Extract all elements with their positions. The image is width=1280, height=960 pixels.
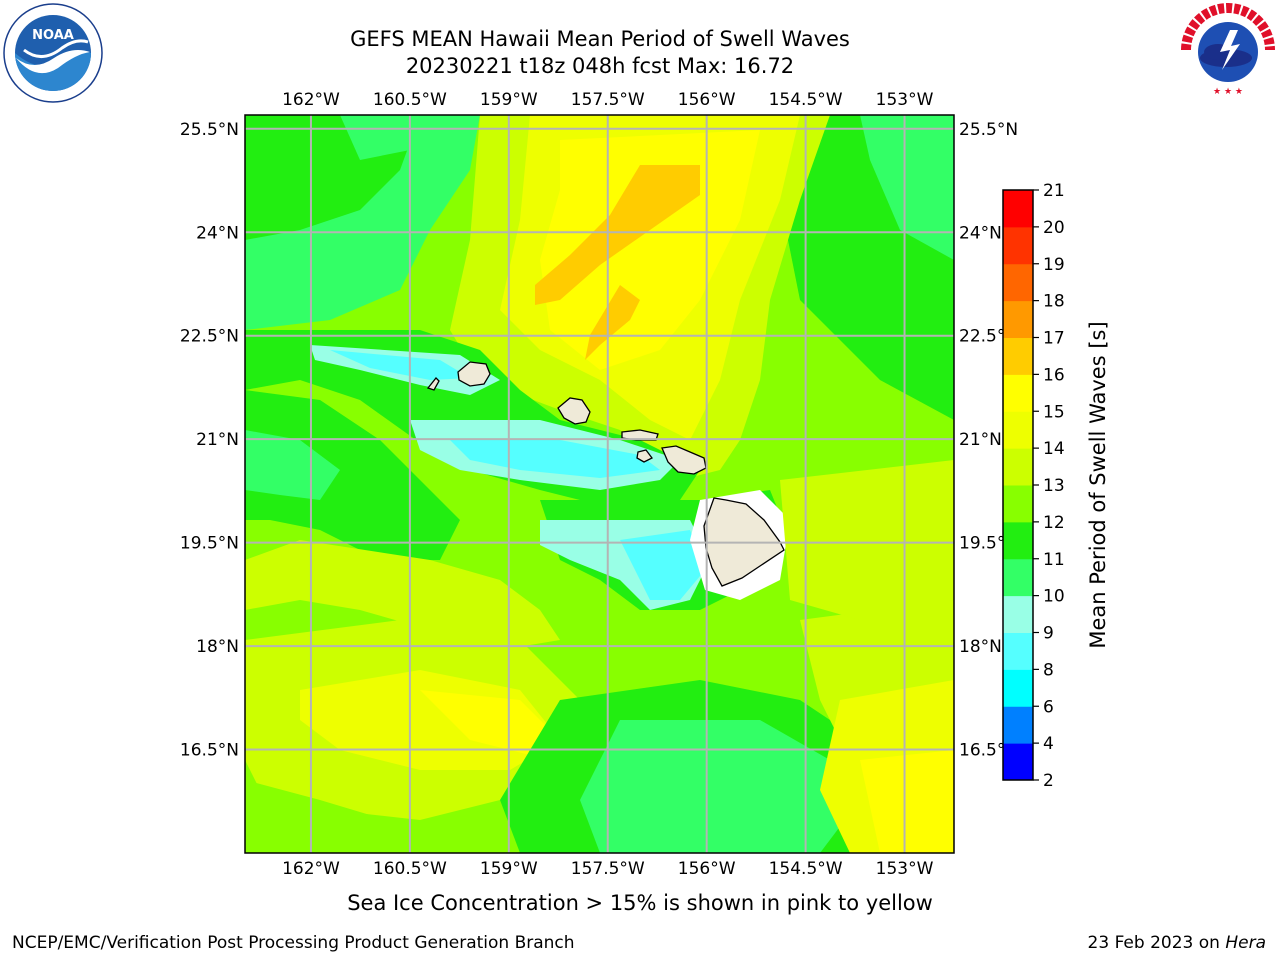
chart-title: GEFS MEAN Hawaii Mean Period of Swell Wa…	[350, 27, 850, 51]
island-oahu	[557, 397, 591, 425]
colorbar-segment	[1003, 669, 1033, 707]
map-frame	[244, 114, 955, 854]
colorbar-tick-label: 13	[1043, 476, 1065, 496]
colorbar-segment	[1003, 190, 1033, 228]
colorbar-tick-label: 12	[1043, 513, 1065, 533]
swell-period-field	[245, 115, 954, 853]
lon-tick-label-top: 157.5°W	[571, 90, 645, 110]
colorbar-segment	[1003, 300, 1033, 338]
colorbar-tick-label: 9	[1043, 624, 1054, 644]
lon-tick-label-top: 160.5°W	[373, 90, 447, 110]
colorbar: 2 4 6 8 9 10 11 12 13 14 15 16 17 18 19 20 21 Mean Period…	[1002, 181, 1110, 791]
island-niihau	[426, 377, 440, 391]
colorbar-tick-label: 6	[1043, 697, 1054, 717]
colorbar-segment	[1003, 448, 1033, 486]
colorbar-segment	[1003, 706, 1033, 744]
lon-tick-label-bottom: 160.5°W	[373, 859, 447, 879]
lon-tick-label-bottom: 154.5°W	[769, 859, 843, 879]
lon-tick-label-bottom: 153°W	[876, 859, 934, 879]
colorbar-label: Mean Period of Swell Waves [s]	[1086, 321, 1110, 648]
lat-tick-label-right: 21°N	[959, 430, 1002, 450]
colorbar-tick-label: 15	[1043, 402, 1065, 422]
colorbar-tick-label: 2	[1043, 771, 1054, 791]
colorbar-segment	[1003, 485, 1033, 523]
sea-ice-note: Sea Ice Concentration > 15% is shown in …	[347, 891, 933, 915]
noaa-logo-text: NOAA	[32, 28, 74, 43]
colorbar-tick-label: 16	[1043, 365, 1065, 385]
svg-text:★ ★ ★: ★ ★ ★	[1213, 87, 1243, 97]
colorbar-segment	[1003, 226, 1033, 265]
lat-tick-label-right: 24°N	[959, 223, 1002, 243]
colorbar-tick-label: 18	[1043, 292, 1065, 312]
lon-tick-label-top: 153°W	[876, 90, 934, 110]
noaa-logo: NOAA	[3, 3, 103, 103]
lat-tick-label-left: 19.5°N	[180, 534, 239, 554]
colorbar-tick-label: 10	[1043, 587, 1065, 607]
lat-tick-label-left: 24°N	[196, 223, 239, 243]
colorbar-segment	[1003, 632, 1033, 670]
colorbar-tick-label: 19	[1043, 255, 1065, 275]
credit-text: NCEP/EMC/Verification Post Processing Pr…	[12, 933, 575, 953]
island-lanai	[636, 449, 653, 463]
lon-tick-label-bottom: 159°W	[480, 859, 538, 879]
colorbar-tick-label: 21	[1043, 181, 1065, 201]
host-name: Hera	[1225, 933, 1266, 953]
lat-tick-label-left: 22.5°N	[180, 327, 239, 347]
lat-tick-label-right: 25.5°N	[959, 120, 1018, 140]
colorbar-segment	[1003, 374, 1033, 412]
chart-subtitle: 20230221 t18z 048h fcst Max: 16.72	[405, 54, 795, 78]
colorbar-segment	[1003, 411, 1033, 449]
lon-tick-label-top: 162°W	[282, 90, 340, 110]
colorbar-segment	[1003, 743, 1033, 781]
graticule	[245, 115, 954, 853]
axis-tick-labels: 162°W 162°W 160.5°W 160.5°W 159°W 159°W 157.5°…	[180, 90, 1018, 879]
lat-tick-label-right: 18°N	[959, 637, 1002, 657]
colorbar-tick-label: 11	[1043, 550, 1065, 570]
lon-tick-label-top: 154.5°W	[769, 90, 843, 110]
colorbar-segment	[1003, 337, 1033, 375]
colorbar-tick-label: 14	[1043, 439, 1065, 459]
lon-tick-label-bottom: 157.5°W	[571, 859, 645, 879]
colorbar-segment	[1003, 558, 1033, 597]
nws-logo: ★ ★ ★	[1180, 3, 1276, 100]
colorbar-segment	[1003, 521, 1033, 560]
lat-tick-label-left: 18°N	[196, 637, 239, 657]
lon-tick-label-top: 156°W	[678, 90, 736, 110]
lat-tick-label-left: 16.5°N	[180, 741, 239, 761]
lat-tick-label-left: 25.5°N	[180, 120, 239, 140]
date-text: 23 Feb 2023 on Hera	[1087, 933, 1266, 953]
lon-tick-label-top: 159°W	[480, 90, 538, 110]
colorbar-segment	[1003, 595, 1033, 633]
colorbar-tick-label: 8	[1043, 660, 1054, 680]
colorbar-tick-label: 17	[1043, 329, 1065, 349]
lon-tick-label-bottom: 156°W	[678, 859, 736, 879]
island-kauai	[457, 361, 491, 387]
colorbar-tick-label: 4	[1043, 734, 1054, 754]
lat-tick-label-left: 21°N	[196, 430, 239, 450]
lon-tick-label-bottom: 162°W	[282, 859, 340, 879]
colorbar-tick-label: 20	[1043, 218, 1065, 238]
colorbar-segment	[1003, 263, 1033, 302]
